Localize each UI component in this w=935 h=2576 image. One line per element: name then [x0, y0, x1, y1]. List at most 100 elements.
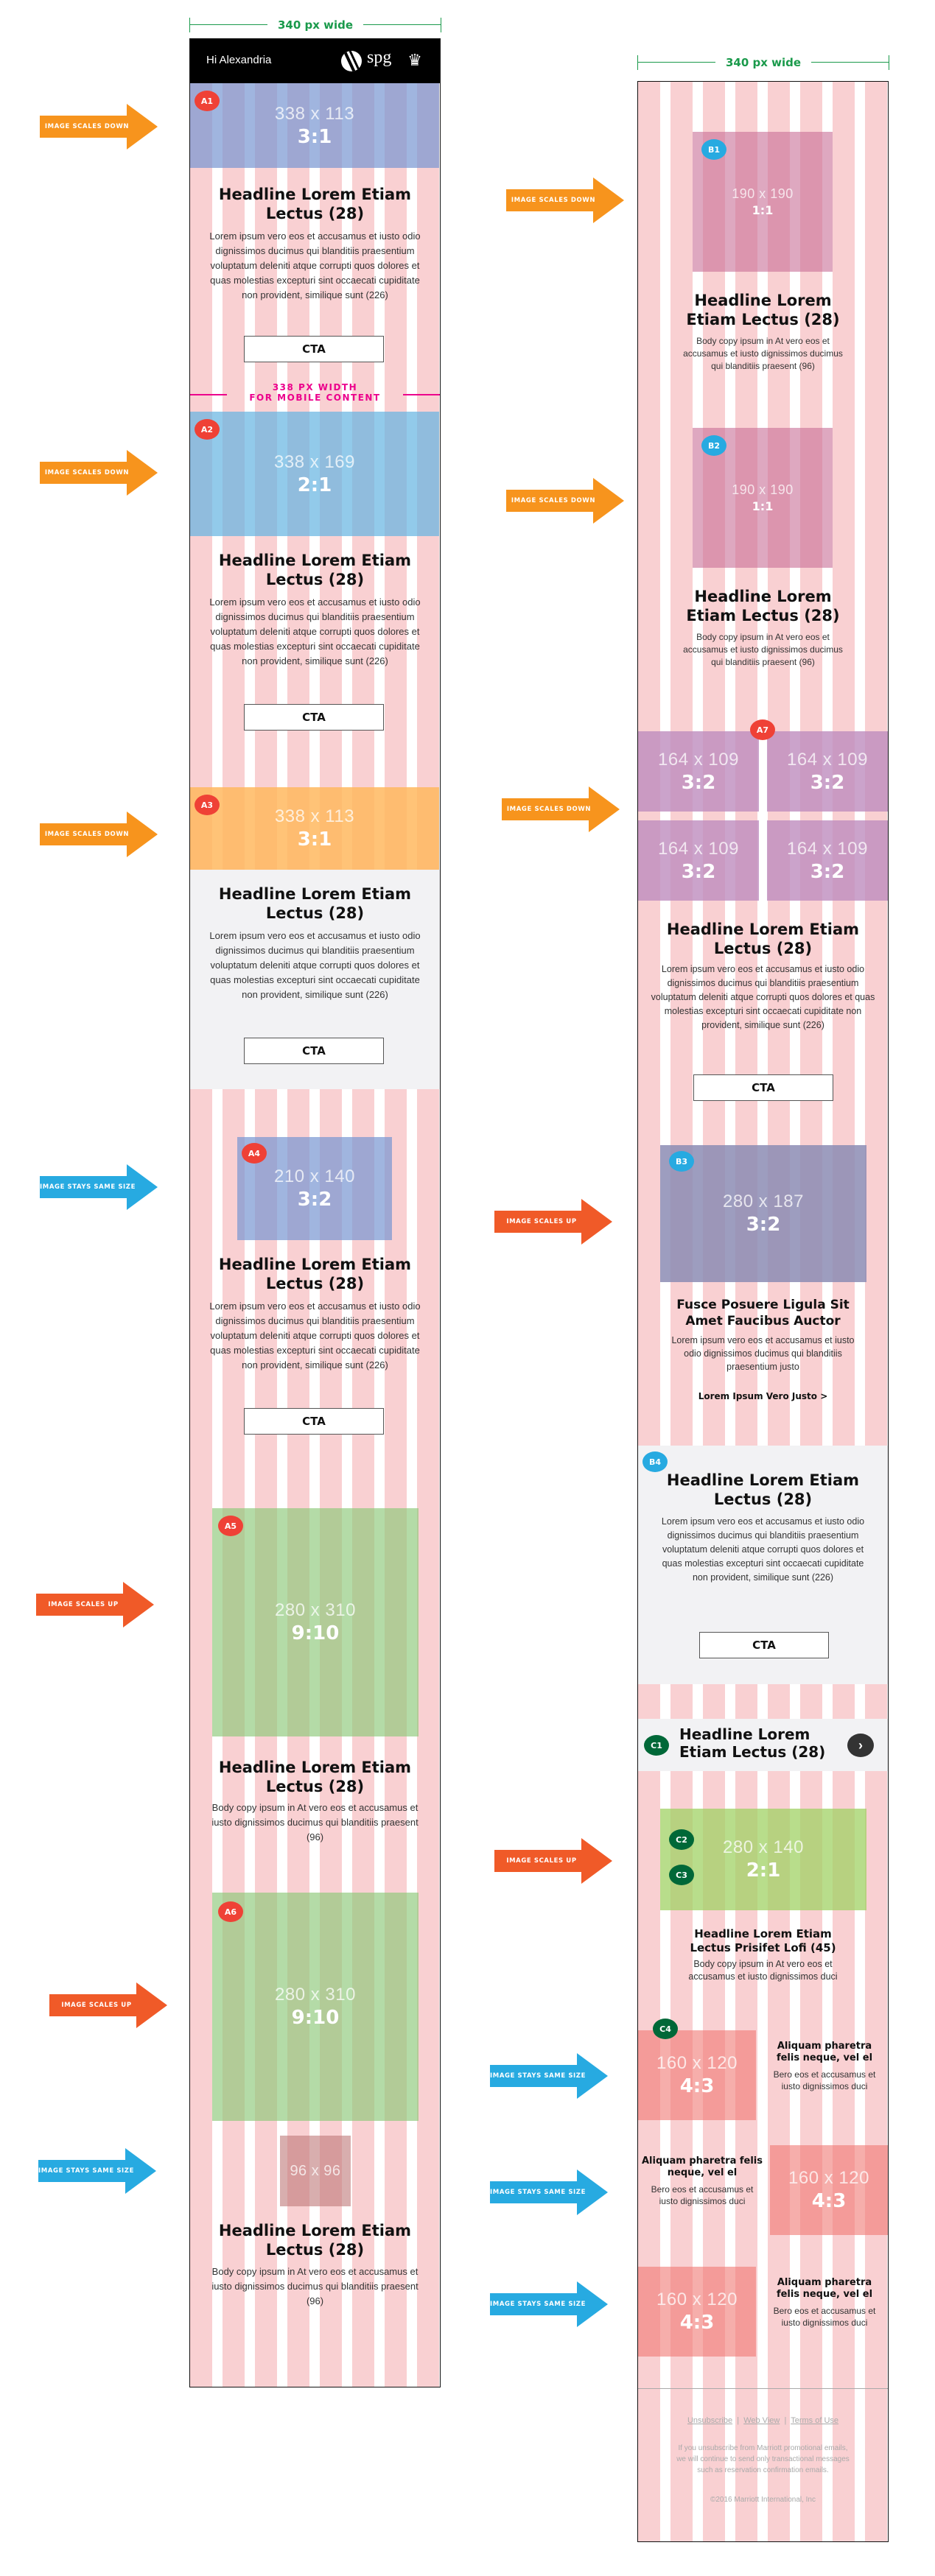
cta-button[interactable]: CTA	[244, 704, 384, 731]
arrow-image-scales-up: IMAGE SCALES UP	[494, 1199, 612, 1245]
web-view-link[interactable]: Web View	[743, 2416, 780, 2425]
image-placeholder-c2: C2 C3 280 x 140 2:1	[660, 1809, 866, 1910]
footer-copyright: ©2016 Marriott International, Inc	[710, 2496, 816, 2504]
terms-of-use-link[interactable]: Terms of Use	[791, 2416, 839, 2425]
arrow-image-stays-same-size: IMAGE STAYS SAME SIZE	[38, 2148, 156, 2194]
arrow-label: IMAGE SCALES DOWN	[511, 197, 596, 204]
badge-a7: A7	[750, 719, 775, 740]
headline: Headline Lorem Etiam Lectus (28)	[218, 885, 412, 922]
arrow-image-scales-down: IMAGE SCALES DOWN	[40, 812, 158, 857]
headline: Headline Lorem Etiam Lectus (28)	[218, 2222, 412, 2259]
cta-button[interactable]: CTA	[244, 1408, 384, 1435]
badge-b3: B3	[669, 1151, 694, 1172]
image-dimensions: 338 x 113	[274, 806, 355, 826]
arrow-image-stays-same-size: IMAGE STAYS SAME SIZE	[490, 2169, 608, 2215]
image-ratio: 3:2	[746, 1214, 781, 1236]
badge-b4: B4	[642, 1451, 668, 1472]
image-ratio: 4:3	[811, 2190, 847, 2212]
list-item-text: Aliquam pharetra felis neque, vel el Ber…	[765, 2041, 884, 2092]
arrow-label: IMAGE STAYS SAME SIZE	[38, 2167, 134, 2175]
body-copy: Lorem ipsum vero eos et accusamus et ius…	[671, 1335, 855, 1372]
body-copy: Lorem ipsum vero eos et accusamus et ius…	[209, 1301, 421, 1370]
cta-button[interactable]: CTA	[244, 1038, 384, 1064]
image-placeholder-b3: B3 280 x 187 3:2	[660, 1145, 866, 1282]
list-item-text: Aliquam pharetra felis neque, vel el Ber…	[641, 2156, 763, 2207]
image-tile: 164 x 109 3:2	[767, 731, 888, 812]
arrow-image-scales-down: IMAGE SCALES DOWN	[502, 786, 620, 832]
arrow-label: IMAGE SCALES UP	[61, 2002, 132, 2009]
left-width-label: 340 px wide	[267, 18, 364, 32]
carousel-headline: Headline Lorem Etiam Lectus (28)	[679, 1725, 826, 1761]
item-body: Bero eos et accusamus et iusto dignissim…	[773, 2069, 876, 2091]
badge-a1: A1	[195, 91, 220, 111]
image-ratio: 3:1	[297, 125, 332, 148]
image-dimensions: 280 x 140	[723, 1837, 804, 1857]
headline: Headline Lorem Etiam Lectus (28)	[218, 1256, 412, 1292]
footer-links: Unsubscribe | Web View | Terms of Use	[638, 2416, 888, 2425]
arrow-label: IMAGE SCALES UP	[506, 1218, 577, 1225]
arrow-label: IMAGE SCALES DOWN	[511, 497, 596, 504]
unsubscribe-link[interactable]: Unsubscribe	[687, 2416, 733, 2425]
image-tile: 164 x 109 3:2	[638, 820, 759, 901]
headline: Headline Lorem Etiam Lectus Prisifet Lof…	[690, 1927, 836, 1954]
mobile-note-line1: 338 PX WIDTH	[272, 382, 358, 393]
grey-content-section: B4 Headline Lorem Etiam Lectus (28) Lore…	[638, 1446, 888, 1684]
cta-button[interactable]: CTA	[699, 1632, 829, 1658]
image-placeholder-a6: A6 280 x 310 9:10	[212, 1893, 419, 2121]
arrow-image-scales-up: IMAGE SCALES UP	[49, 1982, 167, 2028]
body-copy: Lorem ipsum vero eos et accusamus et ius…	[651, 964, 875, 1030]
arrow-image-stays-same-size: IMAGE STAYS SAME SIZE	[40, 1164, 158, 1210]
separator: |	[737, 2416, 740, 2425]
image-dimensions: 160 x 120	[788, 2168, 869, 2188]
image-dimensions: 164 x 109	[658, 749, 739, 770]
body-copy: Lorem ipsum vero eos et accusamus et ius…	[209, 230, 421, 300]
mobile-width-annotation: 338 PX WIDTH FOR MOBILE CONTENT	[190, 382, 440, 404]
read-more-link[interactable]: Lorem Ipsum Vero Justo >	[698, 1391, 828, 1401]
chevron-right-circle-icon[interactable]: ›	[847, 1734, 874, 1757]
arrow-label: IMAGE STAYS SAME SIZE	[490, 2072, 586, 2080]
cta-button[interactable]: CTA	[244, 336, 384, 362]
arrow-image-scales-down: IMAGE SCALES DOWN	[506, 177, 624, 223]
arrow-label: IMAGE SCALES DOWN	[44, 831, 130, 838]
arrow-image-scales-up: IMAGE SCALES UP	[36, 1582, 154, 1627]
arrow-label: IMAGE STAYS SAME SIZE	[490, 2189, 586, 2196]
image-dimensions: 338 x 169	[274, 451, 355, 472]
image-dimensions: 338 x 113	[274, 103, 355, 124]
right-mobile-panel: B1 190 x 190 1:1 Headline Lorem Etiam Le…	[637, 81, 889, 2542]
image-ratio: 9:10	[291, 1622, 340, 1644]
headline: Headline Lorem Etiam Lectus (28)	[218, 552, 412, 588]
badge-b2: B2	[701, 435, 726, 456]
image-ratio: 1:1	[752, 203, 774, 217]
image-placeholder-a5: A5 280 x 310 9:10	[212, 1508, 419, 1736]
arrow-label: IMAGE SCALES UP	[506, 1857, 577, 1865]
image-placeholder-b2: B2 190 x 190 1:1	[693, 428, 833, 568]
body-copy: Lorem ipsum vero eos et accusamus et ius…	[661, 1516, 865, 1583]
arrow-label: IMAGE SCALES DOWN	[44, 123, 130, 130]
badge-b1: B1	[701, 139, 726, 160]
carousel-header: C1 Headline Lorem Etiam Lectus (28) ›	[638, 1719, 888, 1771]
image-ratio: 3:2	[810, 771, 845, 794]
image-tile: 164 x 109 3:2	[638, 731, 759, 812]
left-mobile-panel: Hi Alexandria spg ♛ A1 338 x 113 3:1 Hea…	[189, 38, 441, 2387]
image-ratio: 3:2	[681, 771, 716, 794]
cta-button[interactable]: CTA	[693, 1074, 833, 1101]
image-ratio: 2:1	[297, 474, 332, 496]
badge-a2: A2	[195, 419, 220, 440]
image-placeholder-a1: A1 338 x 113 3:1	[190, 83, 439, 168]
spg-logo: spg	[367, 48, 392, 67]
badge-a4: A4	[242, 1143, 267, 1164]
arrow-label: IMAGE STAYS SAME SIZE	[40, 1183, 136, 1191]
footer-divider	[638, 2388, 888, 2389]
badge-c3: C3	[669, 1865, 694, 1885]
image-placeholder-a3: A3 338 x 113 3:1	[190, 787, 439, 870]
ritz-carlton-lion-icon: ♛	[407, 51, 422, 69]
image-ratio: 4:3	[679, 2312, 715, 2334]
marriott-logo-icon	[341, 51, 362, 71]
image-dimensions: 280 x 187	[723, 1192, 804, 1211]
arrow-label: IMAGE STAYS SAME SIZE	[490, 2301, 586, 2308]
item-headline: Aliquam pharetra felis neque, vel el	[642, 2156, 763, 2178]
headline: Headline Lorem Etiam Lectus (28)	[218, 1759, 412, 1795]
image-tile: 164 x 109 3:2	[767, 820, 888, 901]
image-ratio: 4:3	[679, 2075, 715, 2097]
body-copy: Body copy ipsum in At vero eos et accusa…	[683, 632, 843, 667]
